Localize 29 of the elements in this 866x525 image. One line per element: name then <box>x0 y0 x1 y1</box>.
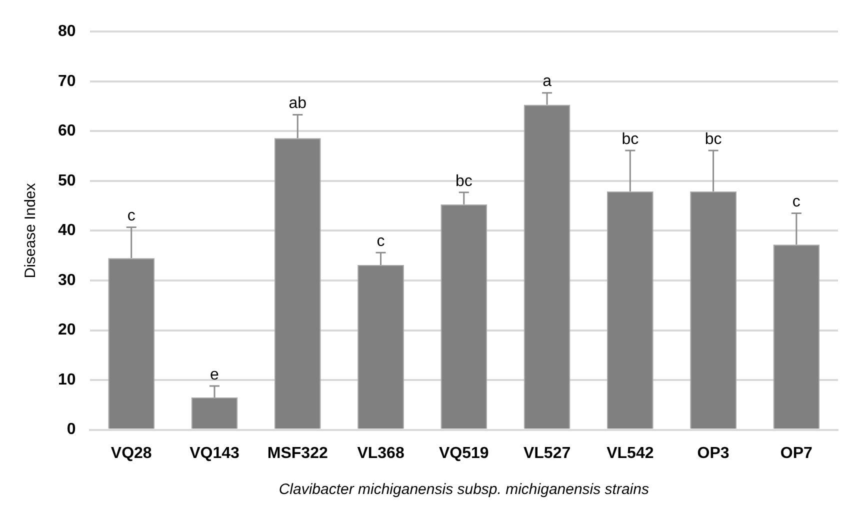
annotation: bc <box>455 172 472 190</box>
x-tick-label: VQ519 <box>438 444 489 462</box>
y-tick-label: 60 <box>58 122 76 140</box>
y-tick-label: 20 <box>58 322 76 339</box>
y-tick-label: 70 <box>58 72 76 90</box>
y-tick-label: 40 <box>58 222 76 240</box>
x-tick-label: OP7 <box>780 444 813 462</box>
annotation: e <box>210 366 220 384</box>
annotation: c <box>376 233 385 250</box>
x-tick-label: VL527 <box>523 444 571 462</box>
y-tick-label: 10 <box>58 371 76 388</box>
y-axis-title: Disease Index <box>22 182 40 278</box>
x-tick-label: VQ143 <box>190 444 240 462</box>
y-tick-label: 80 <box>58 23 76 40</box>
x-tick-label: VQ28 <box>110 444 152 462</box>
annotation: ab <box>288 95 307 112</box>
annotation: bc <box>704 130 722 148</box>
annotation: c <box>127 208 136 225</box>
x-tick-label: VL368 <box>357 444 404 462</box>
x-axis-title: Clavibacter michiganensis subsp. michiganensis strains <box>278 481 650 498</box>
annotation: c <box>792 194 800 211</box>
y-tick-label: 50 <box>58 172 76 190</box>
annotation: bc <box>622 130 639 148</box>
x-tick-label: VL542 <box>606 444 654 462</box>
x-tick-label: MSF322 <box>267 444 328 462</box>
x-tick-label: OP3 <box>697 444 730 462</box>
annotation: a <box>542 73 552 90</box>
y-tick-label: 0 <box>66 421 76 438</box>
y-tick-label: 30 <box>58 272 76 289</box>
